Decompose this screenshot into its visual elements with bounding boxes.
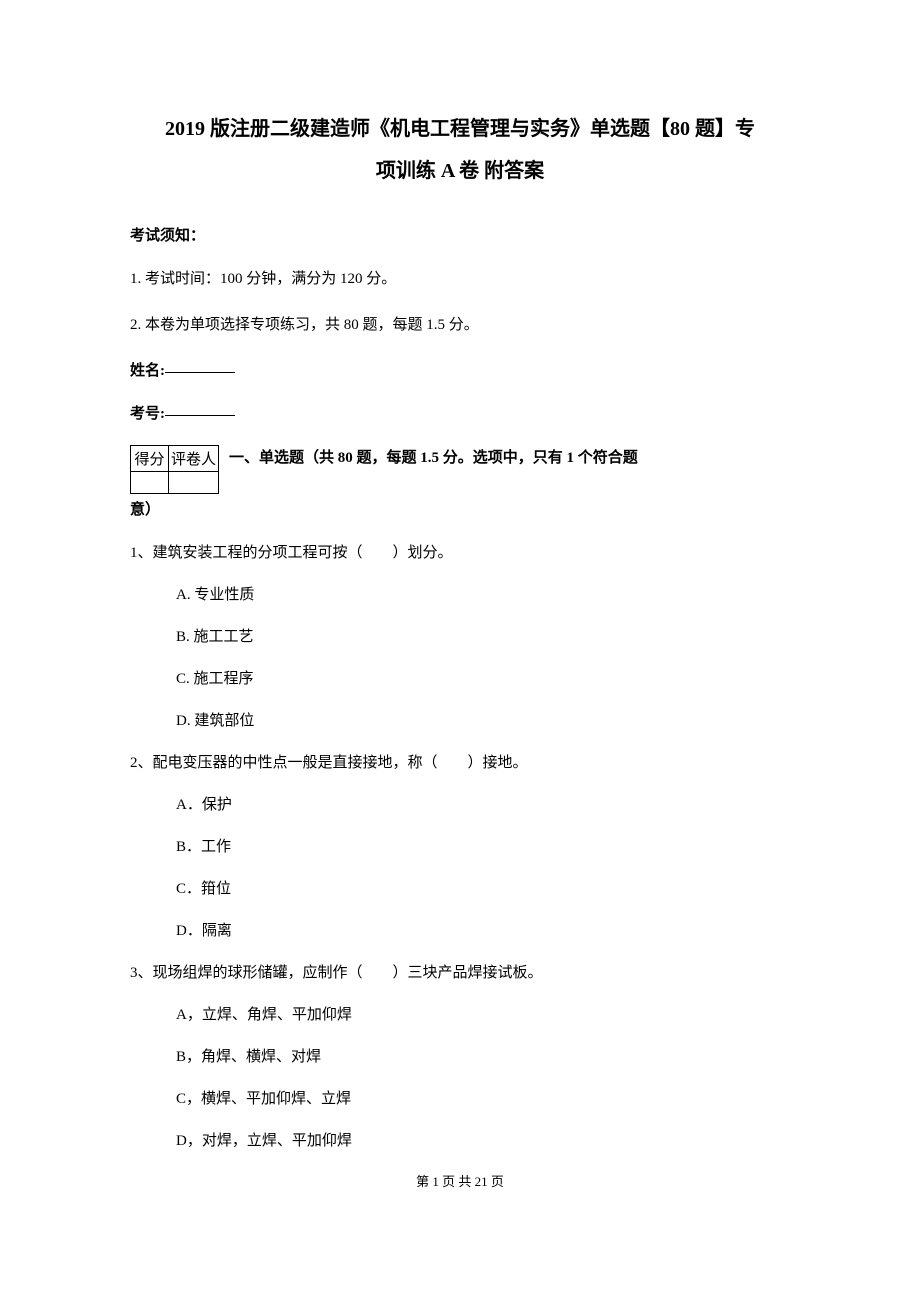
section-one-heading: 一、单选题（共 80 题，每题 1.5 分。选项中，只有 1 个符合题	[229, 445, 638, 472]
score-header-1: 得分	[131, 446, 169, 472]
question-2-stem: 2、配电变压器的中性点一般是直接接地，称（ ）接地。	[130, 751, 790, 775]
question-2-option-d: D．隔离	[176, 919, 790, 943]
score-header-2: 评卷人	[169, 446, 219, 472]
question-3-option-b: B，角焊、横焊、对焊	[176, 1045, 790, 1069]
question-1-option-a: A. 专业性质	[176, 583, 790, 607]
title-line-1: 2019 版注册二级建造师《机电工程管理与实务》单选题【80 题】专	[130, 108, 790, 150]
score-cell-1	[131, 472, 169, 494]
section-one-tail: 意）	[130, 498, 790, 519]
question-3-option-a: A，立焊、角焊、平加仰焊	[176, 1003, 790, 1027]
question-2-option-b: B．工作	[176, 835, 790, 859]
question-2-option-c: C．箝位	[176, 877, 790, 901]
exam-title: 2019 版注册二级建造师《机电工程管理与实务》单选题【80 题】专 项训练 A…	[130, 108, 790, 192]
question-3-stem: 3、现场组焊的球形储罐，应制作（ ）三块产品焊接试板。	[130, 961, 790, 985]
question-3-option-d: D，对焊，立焊、平加仰焊	[176, 1129, 790, 1153]
name-label: 姓名:	[130, 363, 165, 379]
question-1-option-b: B. 施工工艺	[176, 625, 790, 649]
question-1-option-d: D. 建筑部位	[176, 709, 790, 733]
section-one-wrapper: 得分 评卷人 一、单选题（共 80 题，每题 1.5 分。选项中，只有 1 个符…	[130, 445, 790, 519]
id-label: 考号:	[130, 406, 165, 422]
score-cell-2	[169, 472, 219, 494]
title-line-2: 项训练 A 卷 附答案	[130, 150, 790, 192]
id-underline	[165, 415, 235, 416]
name-field: 姓名:	[130, 359, 790, 380]
question-3-option-c: C，横焊、平加仰焊、立焊	[176, 1087, 790, 1111]
instruction-1: 1. 考试时间：100 分钟，满分为 120 分。	[130, 267, 790, 291]
page-footer: 第 1 页 共 21 页	[130, 1171, 790, 1190]
instruction-2: 2. 本卷为单项选择专项练习，共 80 题，每题 1.5 分。	[130, 313, 790, 337]
question-1-option-c: C. 施工程序	[176, 667, 790, 691]
name-underline	[165, 372, 235, 373]
question-2-option-a: A．保护	[176, 793, 790, 817]
id-field: 考号:	[130, 402, 790, 423]
question-1-stem: 1、建筑安装工程的分项工程可按（ ）划分。	[130, 541, 790, 565]
exam-notice-heading: 考试须知：	[130, 224, 790, 245]
score-table: 得分 评卷人	[130, 445, 219, 494]
score-section: 得分 评卷人 一、单选题（共 80 题，每题 1.5 分。选项中，只有 1 个符…	[130, 445, 790, 494]
